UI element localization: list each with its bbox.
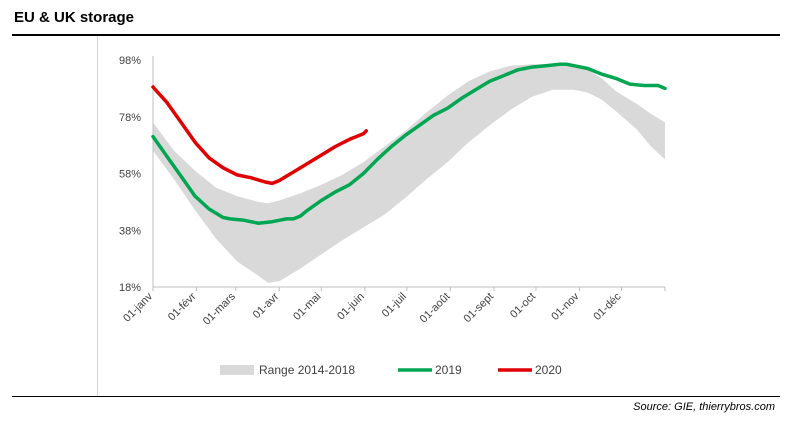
axes-layer	[152, 56, 666, 291]
y-tick-label: 38%	[119, 225, 141, 237]
x-tick-label: 01-oct	[508, 291, 538, 321]
series-lines-layer	[151, 62, 667, 225]
series-line-2019	[151, 62, 667, 225]
x-tick-label: 01-juin	[335, 291, 367, 323]
x-tick-label: 01-juil	[380, 291, 409, 320]
range-band	[153, 64, 665, 283]
footer-rule	[12, 396, 780, 397]
x-tick-label: 01-mai	[291, 291, 323, 323]
x-tick-label: 01-févr	[166, 290, 199, 323]
x-tick-label: 01-avr	[251, 290, 282, 321]
chart-frame-left	[97, 36, 98, 396]
x-tick-label: 01-nov	[549, 290, 582, 323]
x-tick-label: 01-sept	[462, 291, 496, 325]
y-tick-labels: 18% 38% 58% 78% 98%	[119, 55, 141, 294]
x-tick-label: 01-janv	[121, 290, 155, 324]
x-tick-label: 01-déc	[591, 290, 624, 323]
y-tick-label: 18%	[119, 282, 141, 294]
legend: Range 2014-2018 2019 2020	[220, 363, 562, 377]
range-band-layer	[153, 64, 665, 283]
y-tick-label: 98%	[119, 55, 141, 67]
title-underline	[12, 34, 780, 36]
y-tick-label: 78%	[119, 112, 141, 124]
legend-label-2020: 2020	[535, 363, 562, 377]
source-note: Source: GIE, thierrybros.com	[633, 401, 775, 413]
legend-label-range: Range 2014-2018	[259, 363, 355, 377]
series-line-2020	[151, 85, 368, 186]
x-tick-label: 01-août	[418, 291, 453, 326]
x-tick-labels: 01-janv 01-févr 01-mars 01-avr 01-mai 01-juin…	[121, 290, 624, 327]
legend-swatch-range	[220, 365, 254, 375]
chart-title: EU & UK storage	[14, 9, 135, 26]
y-tick-label: 58%	[119, 169, 141, 181]
x-tick-label: 01-mars	[201, 290, 238, 327]
legend-label-2019: 2019	[435, 363, 462, 377]
